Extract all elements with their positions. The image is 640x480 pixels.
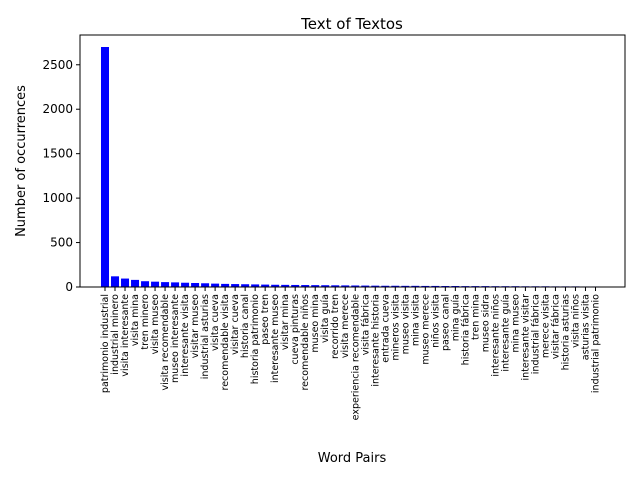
bar (261, 284, 270, 287)
bar (151, 281, 160, 287)
x-axis-label: Word Pairs (318, 451, 387, 466)
bar (431, 285, 440, 287)
x-tick-label: paseo tren (260, 294, 271, 345)
bar (221, 283, 230, 287)
x-tick-label: interesante guía (500, 294, 511, 372)
y-tick-label: 1000 (42, 191, 73, 205)
chart-title: Text of Textos (300, 15, 403, 33)
x-tick-label: visita guía (320, 294, 331, 343)
bar (141, 281, 150, 287)
bar (421, 285, 430, 287)
bar (251, 284, 260, 287)
x-tick-label: recomendable visita (220, 294, 231, 390)
bar (191, 283, 200, 287)
x-tick-label: recorrido tren (330, 294, 341, 359)
x-tick-label: recomendable niños (300, 294, 311, 391)
x-tick-label: historia patrimonio (250, 294, 261, 384)
bar (321, 285, 330, 287)
x-tick-label: visitar mina (280, 294, 291, 350)
bar (181, 282, 190, 287)
x-tick-label: interesante visita (180, 294, 191, 377)
x-tick-label: museo visita (400, 294, 411, 354)
x-tick-label: tren minero (140, 294, 151, 350)
x-tick-label: visita mina (130, 294, 141, 346)
bar (121, 278, 130, 287)
bar (291, 284, 300, 287)
plot-frame (79, 34, 626, 288)
x-tick-label: industrial asturias (200, 294, 211, 379)
x-tick-label: interesante niños (490, 294, 501, 377)
x-tick-label: paseo canal (440, 294, 451, 351)
x-tick-label: interesante historia (370, 294, 381, 387)
bar (131, 279, 140, 287)
x-tick-label: historia fábrica (460, 294, 471, 365)
y-tick-label: 1500 (42, 147, 73, 161)
bar (171, 282, 180, 287)
x-tick-label: visita fábrica (360, 294, 371, 355)
x-tick-label: industrial patrimonio (590, 294, 601, 393)
y-tick-label: 500 (50, 236, 73, 250)
bar (331, 285, 340, 287)
x-tick-label: asturias visita (580, 294, 591, 360)
x-tick-label: visitar museo (190, 294, 201, 358)
x-tick-label: museo sidra (480, 294, 491, 352)
y-tick-label: 0 (65, 280, 73, 294)
x-tick-label: historia canal (240, 294, 251, 358)
bar (281, 284, 290, 287)
y-tick-label: 2000 (42, 102, 73, 116)
x-tick-label: patrimonio industrial (100, 294, 111, 393)
x-tick-label: mina guía (450, 294, 461, 341)
x-tick-label: entrada cueva (380, 294, 391, 363)
bar (161, 282, 170, 287)
x-tick-label: mineros visita (390, 294, 401, 361)
x-tick-label: visita recomendable (160, 294, 171, 391)
bar (101, 47, 109, 287)
bar (211, 283, 220, 287)
x-tick-label: mina visita (410, 294, 421, 346)
x-tick-label: museo mina (310, 294, 321, 353)
x-tick-label: industrial minero (110, 294, 121, 375)
x-tick-label: historia asturias (560, 294, 571, 370)
bar (351, 285, 360, 287)
y-axis: 0 500 1000 1500 2000 2500 (42, 58, 80, 294)
x-tick-label: interesante visitar (520, 294, 531, 381)
x-tick-label: visita museo (150, 294, 161, 354)
x-tick-label: niños visita (430, 294, 441, 348)
x-tick-label: interesante museo (270, 294, 281, 383)
x-tick-label: visita cueva (210, 294, 221, 351)
x-tick-label: visita merece (340, 294, 351, 358)
bar (201, 283, 210, 287)
x-tick-label: industrial fábrica (530, 294, 541, 374)
bar (311, 285, 320, 287)
bar (231, 284, 240, 287)
y-tick-label: 2500 (42, 58, 73, 72)
x-tick-label: visita niños (570, 294, 581, 348)
bar (271, 284, 280, 287)
bar (241, 284, 250, 287)
x-axis: patrimonio industrial industrial minero vi… (100, 287, 601, 420)
x-tick-label: visitar fábrica (550, 294, 561, 359)
bar (401, 285, 410, 287)
y-axis-label: Number of occurrences (14, 85, 29, 237)
bar (341, 285, 350, 287)
bar (111, 276, 120, 287)
bar (411, 285, 420, 287)
x-tick-label: museo interesante (170, 294, 181, 383)
x-tick-label: museo merece (420, 294, 431, 365)
bars (101, 47, 600, 287)
x-tick-label: experiencia recomendable (350, 294, 361, 421)
x-tick-label: cueva pinturas (290, 294, 301, 365)
bar (391, 285, 400, 287)
bar (381, 285, 390, 287)
x-tick-label: tren mina (470, 294, 481, 340)
bar (301, 285, 310, 287)
x-tick-label: visitar cueva (230, 294, 241, 355)
x-tick-label: mina museo (510, 294, 521, 353)
bar (361, 285, 370, 287)
x-tick-label: visita interesante (120, 294, 131, 377)
bar (371, 285, 380, 287)
x-tick-label: merece visita (540, 294, 551, 358)
